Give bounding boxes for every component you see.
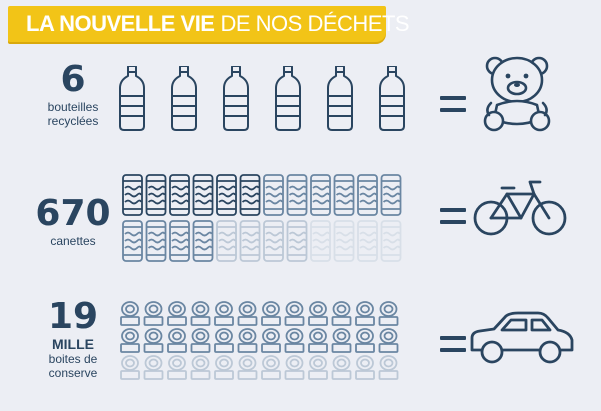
can-icon [145,174,167,216]
tin-can-icon [143,301,164,326]
bottles-line-2: recyclées [47,114,99,128]
plastic-bottle-icon [379,66,405,131]
plastic-bottle-icon [223,66,249,131]
row-bottles-label: 6 bouteilles recyclées [28,59,118,129]
tin-can-icon [120,328,140,353]
teddy-bear-icon [483,56,551,132]
bottles-line-1: bouteilles [47,100,99,114]
cans-line-1: canettes [50,234,96,248]
tin-can-icon [355,328,375,353]
bottles-count: 6 [60,59,86,100]
tin-can-icon [237,301,258,326]
tin-can-icon [143,328,164,353]
tin-can-icon [284,301,305,326]
can-icon [357,174,378,216]
can-icon [310,174,331,216]
tin-can-icon [308,355,328,380]
can-icon [286,174,308,216]
tin-can-icon [284,355,305,380]
can-icon [239,220,261,262]
tin-can-icon [308,301,328,326]
tin-can-icon [190,328,211,353]
plastic-bottle-icon [119,66,145,131]
row-tins-label: 19 MILLE boites de conserve [28,296,118,381]
can-icon [263,174,284,216]
tins-count: 19 [47,296,99,337]
tin-can-icon [143,355,164,380]
tin-can-icon [261,328,281,353]
can-icon [145,220,167,262]
can-icon [333,220,355,262]
equals-sign-2 [440,206,466,226]
tin-can-icon [261,355,281,380]
can-icon [216,220,237,262]
tin-can-icon [331,355,352,380]
tin-grid-svg [120,301,399,380]
tin-can-icon [214,301,234,326]
tin-can-icon [237,355,258,380]
can-icon [333,174,355,216]
can-icon [192,220,214,262]
equals-sign-1 [440,94,466,114]
can-icon [122,174,143,216]
bottle-row-svg [119,66,405,131]
title-bold: LA NOUVELLE VIE [26,11,215,36]
tin-can-icon [331,328,352,353]
tin-can-icon [284,328,305,353]
can-icon [122,220,143,262]
tin-can-icon [120,301,140,326]
can-icon [192,174,214,216]
tin-can-icon [355,355,375,380]
plastic-bottle-icon [275,66,301,131]
title-rest: DE NOS DÉCHETS [220,11,410,36]
row-cans-label: 670 canettes [28,193,118,249]
can-icon [380,220,402,262]
can-icon [169,220,190,262]
can-icon [310,220,331,262]
can-icon [216,174,237,216]
tin-can-icon [167,301,187,326]
tin-can-icon [190,301,211,326]
tin-can-icon [120,355,140,380]
tin-can-icon [261,301,281,326]
tins-thousand: MILLE [52,336,94,352]
can-icon [380,174,402,216]
tin-can-icon [167,328,187,353]
title-banner: LA NOUVELLE VIE DE NOS DÉCHETS [8,6,410,42]
plastic-bottle-icon [327,66,353,131]
can-grid-svg [122,174,402,262]
tin-can-icon [308,328,328,353]
can-icon [263,220,284,262]
tin-can-icon [237,328,258,353]
bicycle-icon [473,180,567,236]
tin-can-icon [378,301,399,326]
tins-line-1: boites de [48,352,98,366]
tin-can-icon [190,355,211,380]
tin-can-icon [331,301,352,326]
tin-can-icon [214,328,234,353]
tin-can-icon [355,301,375,326]
can-icon [286,220,308,262]
equals-sign-3 [440,334,466,354]
tin-can-icon [214,355,234,380]
tins-line-2: conserve [48,366,98,380]
tin-can-icon [167,355,187,380]
tin-can-icon [378,355,399,380]
plastic-bottle-icon [171,66,197,131]
can-icon [169,174,190,216]
can-icon [357,220,378,262]
car-icon [470,311,574,364]
tin-can-icon [378,328,399,353]
can-icon [239,174,261,216]
cans-count: 670 [35,193,111,234]
